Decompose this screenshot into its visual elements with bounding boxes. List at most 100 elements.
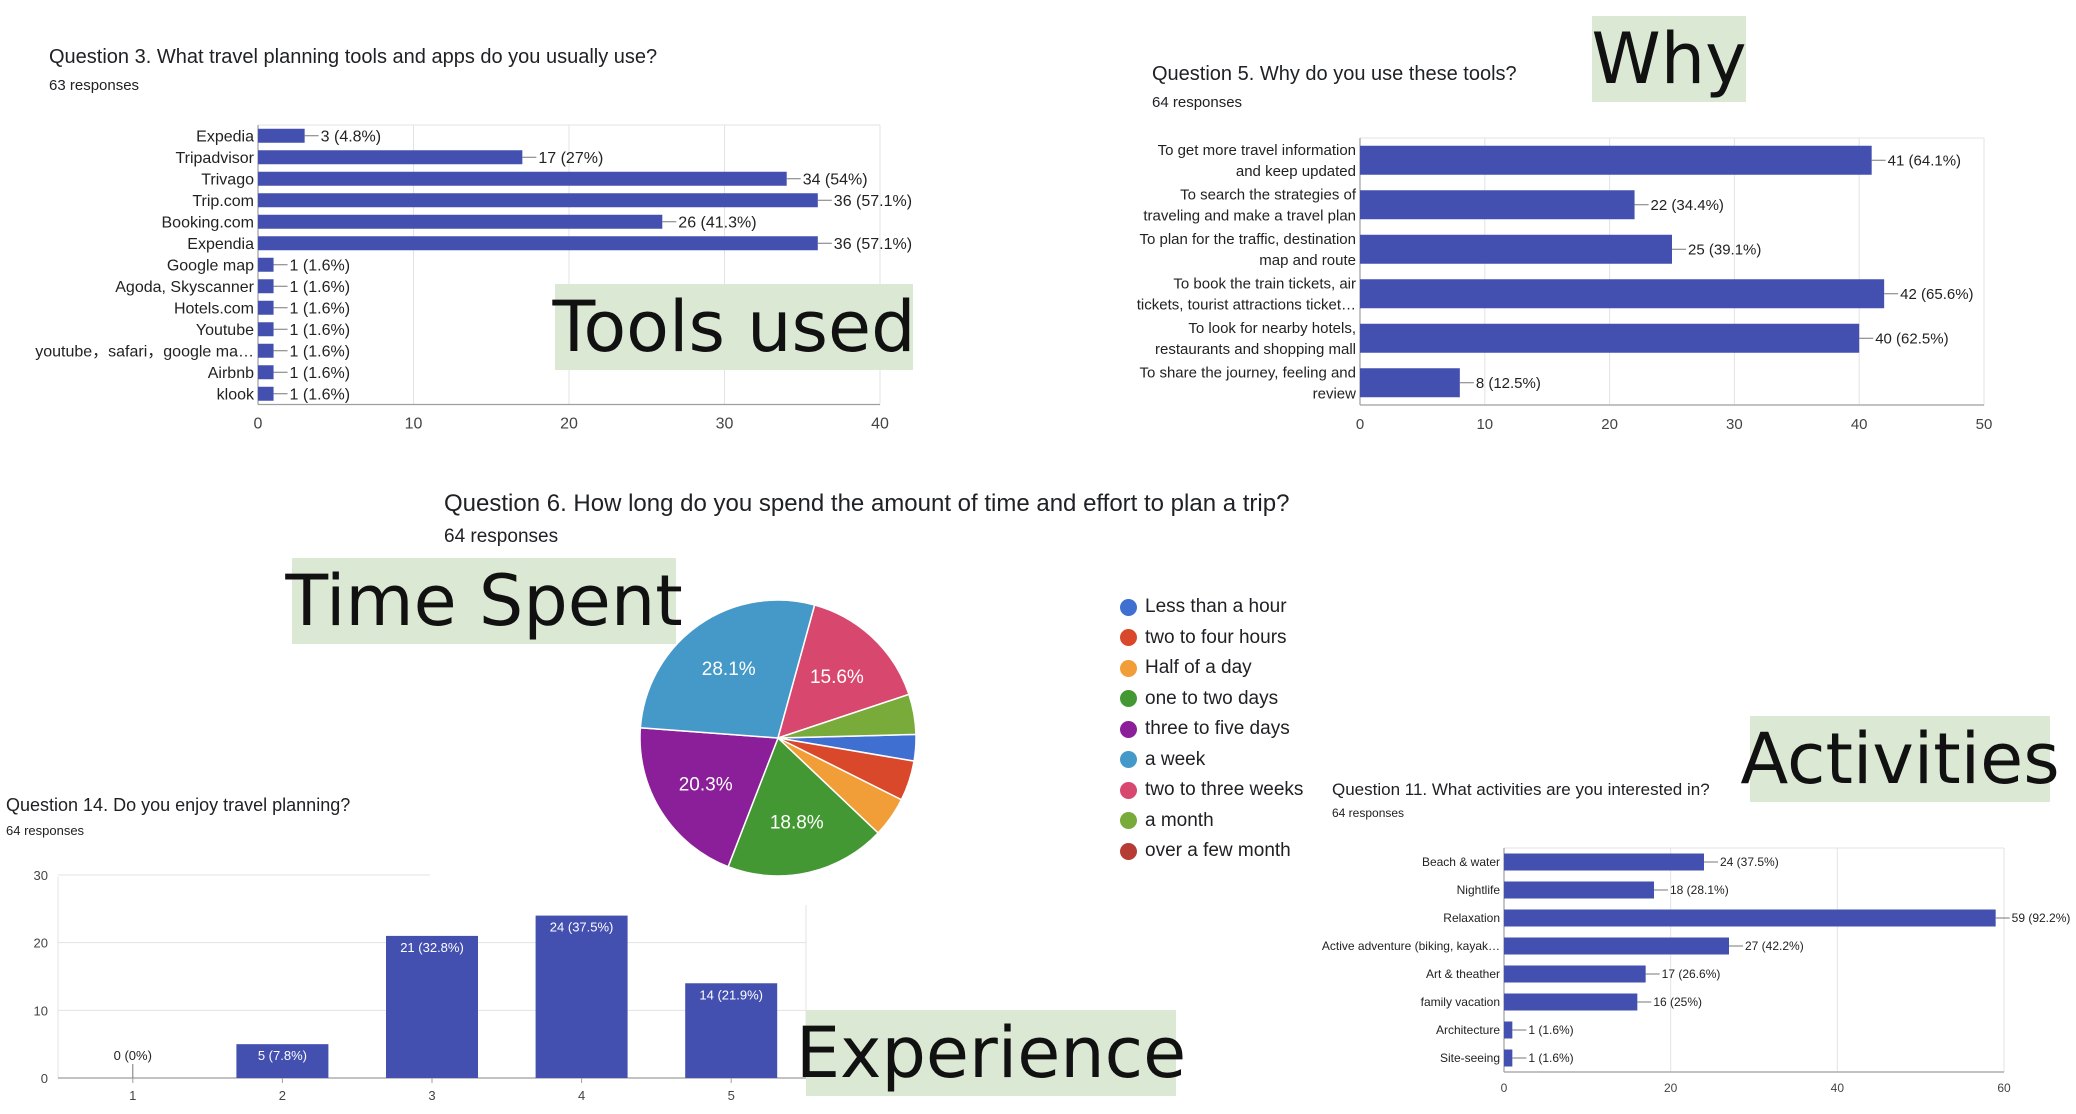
bar: [1360, 368, 1460, 398]
category-label: Google map: [167, 257, 254, 274]
pie-slice: [639, 599, 816, 739]
data-label: 22 (34.4%): [1651, 197, 1724, 214]
pie-slice: [727, 736, 880, 877]
bar: [1360, 234, 1672, 264]
legend-item: a month: [1120, 810, 1214, 832]
y-tick-label: 10: [34, 1003, 48, 1018]
data-label: 1 (1.6%): [1528, 1023, 1573, 1037]
data-label: 26 (41.3%): [678, 214, 756, 231]
category-label: To search the strategies of traveling and…: [1143, 187, 1356, 225]
bar: [258, 150, 523, 165]
x-tick-label: 40: [1831, 1081, 1845, 1095]
data-label: 24 (37.5%): [1720, 855, 1779, 869]
category-label: Expedia: [196, 128, 254, 145]
data-label: 5 (7.8%): [258, 1048, 307, 1063]
bar: [258, 343, 274, 358]
bar: [1360, 323, 1860, 353]
x-tick-label: 60: [1997, 1081, 2011, 1095]
data-label: 16 (25%): [1653, 995, 1702, 1009]
data-label: 21 (32.8%): [400, 940, 464, 955]
legend-swatch: [1120, 720, 1137, 738]
data-label: 17 (26.6%): [1662, 967, 1721, 981]
tag-why: Why: [1591, 16, 1747, 102]
legend-swatch: [1120, 598, 1137, 616]
legend-label: Half of a day: [1145, 657, 1252, 678]
bar: [1360, 145, 1872, 175]
x-tick-label: 0: [1356, 416, 1364, 433]
tag-time-spent: Time Spent: [285, 558, 683, 644]
bar: [258, 236, 818, 251]
data-label: 1 (1.6%): [290, 279, 350, 296]
x-tick-label: 20: [1601, 416, 1618, 433]
bar: [1504, 937, 1729, 955]
data-label: 59 (92.2%): [2012, 911, 2071, 925]
category-label: Booking.com: [162, 214, 255, 231]
x-tick-label: 0: [254, 416, 263, 433]
q5-title: Question 5. Why do you use these tools?: [1152, 63, 1517, 85]
legend-label: one to two days: [1145, 687, 1279, 709]
x-tick-label: 30: [716, 416, 734, 433]
data-label: 17 (27%): [538, 150, 603, 167]
tag-tools-used: Tools used: [552, 284, 916, 370]
bar: [236, 1044, 329, 1078]
category-label: youtube，safari，google ma…: [35, 343, 254, 360]
legend-item: a week: [1120, 749, 1205, 771]
category-label: Agoda, Skyscanner: [115, 279, 254, 296]
data-label: 24 (37.5%): [550, 920, 614, 935]
bar: [1504, 1049, 1513, 1067]
q5-responses: 64 responses: [1152, 94, 1243, 111]
category-label: Architecture: [1436, 1023, 1500, 1037]
category-label: To look for nearby hotels, restaurants an…: [1155, 320, 1356, 358]
legend-swatch: [1120, 842, 1137, 860]
tag-activities: Activities: [1740, 716, 2060, 802]
bar: [258, 279, 274, 294]
y-tick-label: 30: [34, 868, 48, 883]
legend-swatch: [1120, 690, 1137, 707]
q11-responses: 64 responses: [1332, 806, 1405, 820]
category-label: To plan for the traffic, destination map …: [1139, 231, 1356, 269]
data-label: 1 (1.6%): [290, 257, 350, 274]
q5-chart: 0 10 20 30 40 50 To get more travel informatio…: [1137, 137, 1993, 433]
legend-item: three to five days: [1120, 718, 1290, 740]
bar: [258, 365, 274, 380]
category-label: family vacation: [1421, 995, 1500, 1009]
data-label: 0 (0%): [114, 1048, 152, 1063]
q6-title: Question 6. How long do you spend the am…: [444, 490, 1290, 517]
x-tick-label: 1: [129, 1088, 136, 1103]
category-label: Relaxation: [1443, 911, 1500, 925]
bar: [535, 915, 628, 1078]
slice-label: 20.3%: [679, 775, 733, 796]
category-label: Site-seeing: [1440, 1051, 1500, 1065]
category-label: Art & theather: [1426, 967, 1500, 981]
legend-label: two to three weeks: [1145, 779, 1304, 800]
bar: [1504, 965, 1646, 983]
category-label: Airbnb: [208, 365, 254, 382]
legend-item: one to two days: [1120, 688, 1278, 710]
data-label: 36 (57.1%): [834, 193, 912, 210]
category-label: To get more travel information and keep u…: [1158, 142, 1356, 180]
x-tick-label: 20: [1664, 1081, 1678, 1095]
data-label: 1 (1.6%): [290, 300, 350, 317]
legend-label: over a few month: [1145, 840, 1291, 861]
legend-swatch: [1120, 781, 1137, 799]
legend-swatch: [1120, 751, 1137, 768]
legend-label: a month: [1145, 809, 1214, 831]
data-label: 25 (39.1%): [1688, 242, 1761, 259]
x-tick-label: 3: [428, 1088, 435, 1103]
x-tick-label: 5: [728, 1088, 735, 1103]
data-label: 8 (12.5%): [1476, 375, 1541, 392]
bar: [258, 257, 274, 272]
x-tick-label: 30: [1726, 416, 1743, 433]
category-label: Trivago: [201, 171, 254, 188]
data-label: 1 (1.6%): [1528, 1051, 1573, 1065]
category-label: Beach & water: [1422, 855, 1500, 869]
legend-swatch: [1120, 629, 1137, 646]
x-tick-label: 50: [1976, 416, 1993, 433]
category-label: To share the journey, feeling and review: [1139, 365, 1356, 403]
slice-label: 28.1%: [702, 659, 756, 680]
category-label: Tripadvisor: [175, 150, 254, 167]
category-label: Expendia: [187, 236, 254, 253]
slice-label: 15.6%: [810, 667, 864, 688]
x-tick-label: 10: [405, 416, 423, 433]
bar: [258, 193, 818, 208]
